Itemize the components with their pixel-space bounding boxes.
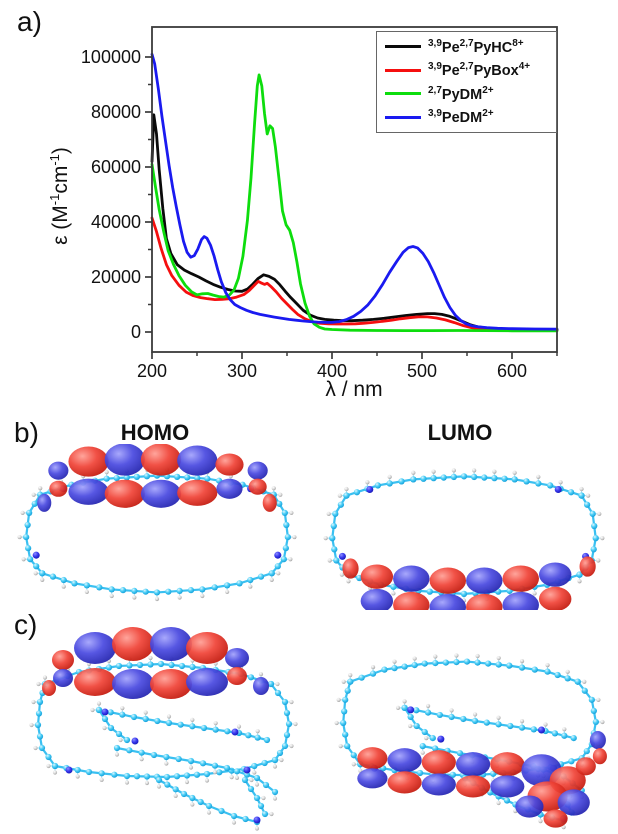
spectrum-curve xyxy=(150,113,559,332)
legend-item: 3,9Pe2,7PyHC8+ xyxy=(385,38,550,56)
y-tick-label: 60000 xyxy=(91,157,141,177)
orbital-lobes xyxy=(42,627,269,699)
legend-color-line xyxy=(385,115,421,119)
plot-frame xyxy=(151,26,558,353)
y-tick-label: 100000 xyxy=(81,47,141,67)
y-tick-label: 0 xyxy=(131,322,141,342)
x-tick-label: 400 xyxy=(317,361,347,381)
legend-label: 3,9Pe2,7PyBox4+ xyxy=(428,61,531,80)
spectrum-curve xyxy=(150,216,559,332)
x-axis-title: λ / nm xyxy=(325,378,383,401)
legend-item: 2,7PyDM2+ xyxy=(385,85,550,103)
orbital-lobes xyxy=(357,731,607,828)
x-tick-label: 500 xyxy=(407,361,437,381)
orbital-lobes xyxy=(37,444,277,512)
homo-orbital-molecule-rendering xyxy=(17,444,297,602)
panel-b-label: b) xyxy=(14,417,39,448)
legend-color-line xyxy=(385,68,421,72)
chart-legend: 3,9Pe2,7PyHC8+ 3,9Pe2,7PyBox4+ 2,7PyDM2+ 3,… xyxy=(376,31,557,133)
legend-label: 2,7PyDM2+ xyxy=(428,84,494,103)
y-tick-label: 40000 xyxy=(91,212,141,232)
legend-color-line xyxy=(385,45,421,49)
orbital-lobes xyxy=(342,556,596,610)
x-tick-label: 200 xyxy=(137,361,167,381)
homo-title: HOMO xyxy=(120,420,190,445)
legend-label: 3,9PeDM2+ xyxy=(428,108,494,127)
panel-a-label: a) xyxy=(17,6,42,37)
y-axis-title: ε (M-1cm-1) xyxy=(47,147,72,245)
spectrum-curve xyxy=(150,52,559,331)
absorption-spectra-panel: 200 300 400 500 600 0 20000 40000 60000 80000 1000… xyxy=(47,26,559,401)
x-tick-label: 300 xyxy=(227,361,257,381)
spectrum-curve xyxy=(150,73,559,333)
panel-c-label: c) xyxy=(14,609,38,640)
y-tick-label: 20000 xyxy=(91,267,141,287)
complex-homo-orbital-rendering xyxy=(29,627,298,831)
legend-item: 3,9PeDM2+ xyxy=(385,108,550,126)
legend-label: 3,9Pe2,7PyHC8+ xyxy=(428,37,524,56)
lumo-orbital-molecule-rendering xyxy=(323,468,605,610)
lumo-title: LUMO xyxy=(427,420,493,445)
legend-item: 3,9Pe2,7PyBox4+ xyxy=(385,61,550,79)
macrocycle-atoms xyxy=(29,655,298,831)
absorption-spectrum-chart: 200 300 400 500 600 0 20000 40000 60000 80000 1000… xyxy=(81,26,559,381)
x-tick-label: 600 xyxy=(497,361,527,381)
complex-lumo-orbital-rendering xyxy=(334,653,607,830)
legend-color-line xyxy=(385,92,421,96)
y-tick-label: 80000 xyxy=(91,102,141,122)
